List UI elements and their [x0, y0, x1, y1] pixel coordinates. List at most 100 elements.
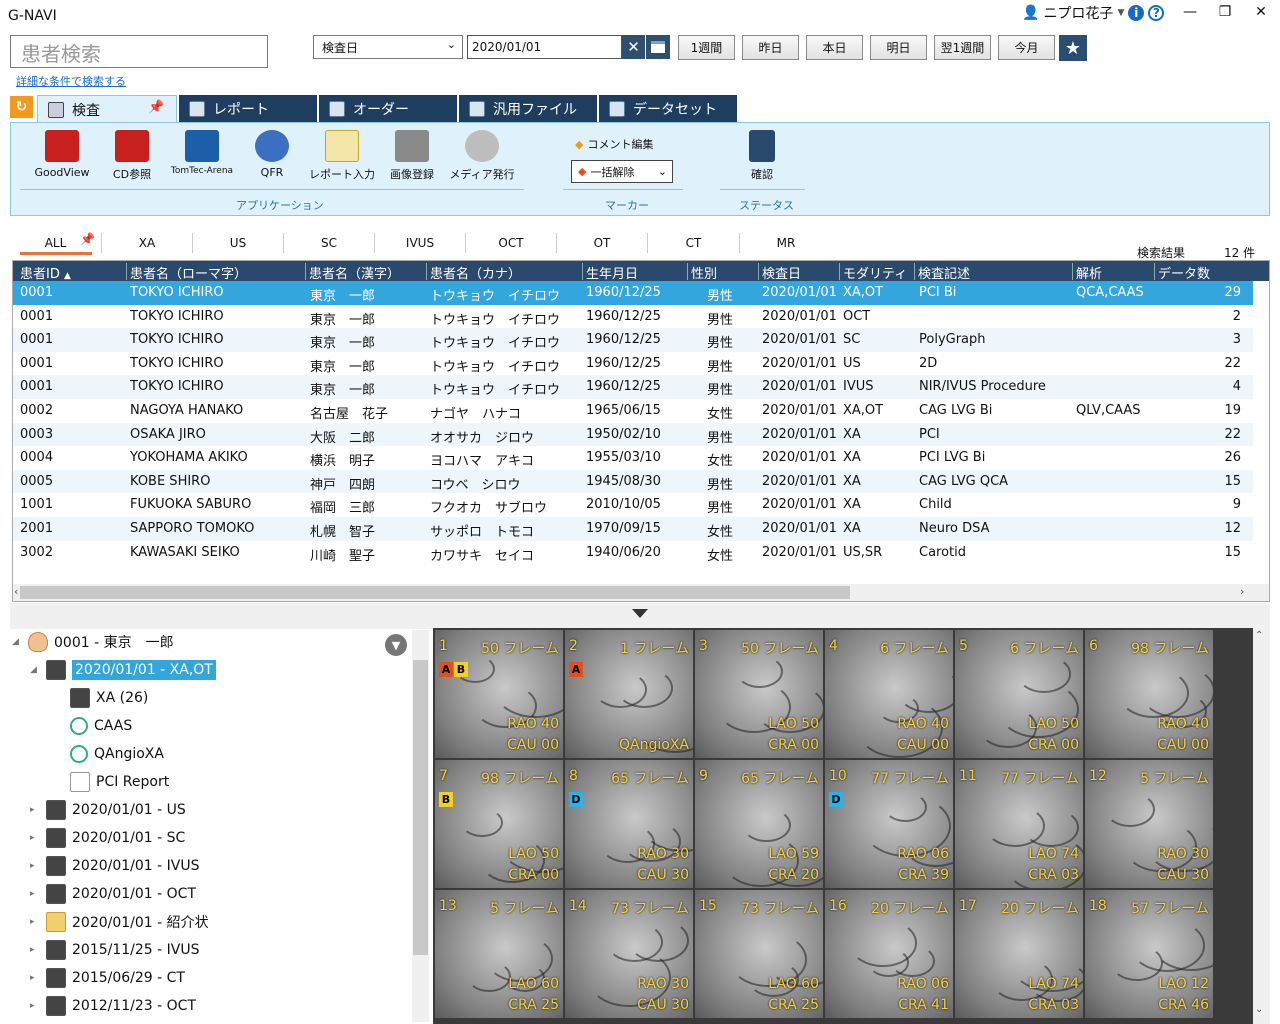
modality-tab-all[interactable]: ALL	[10, 233, 102, 253]
tomtec-button[interactable]: TomTec-Arena	[170, 130, 234, 184]
scrollbar-thumb[interactable]	[413, 660, 428, 955]
col-description[interactable]: 検査記述	[914, 263, 970, 282]
col-analysis[interactable]: 解析	[1072, 263, 1102, 282]
image-thumbnail[interactable]: 8 65 フレーム RAO 30 CAU 30 D	[565, 760, 693, 888]
col-modality[interactable]: モダリティ	[839, 263, 907, 282]
one-week-button[interactable]: 1週間	[678, 35, 735, 60]
cd-browse-button[interactable]: CD参照	[100, 130, 164, 184]
tab-report[interactable]: レポート	[179, 95, 317, 122]
table-row[interactable]: 0001 TOKYO ICHIRO 東京 一郎 トウキョウ イチロウ 1960/12/2…	[13, 352, 1253, 376]
goodview-button[interactable]: GoodView	[30, 130, 94, 184]
modality-tab-ivus[interactable]: IVUS	[375, 233, 466, 253]
calendar-button[interactable]	[646, 35, 670, 59]
restore-icon[interactable]: ❐	[1218, 4, 1232, 20]
scroll-right-icon[interactable]: ›	[1240, 585, 1245, 598]
modality-tab-ot[interactable]: OT	[557, 233, 648, 253]
scroll-left-icon[interactable]: ‹	[14, 585, 19, 598]
image-thumbnail[interactable]: 7 98 フレーム LAO 50 CRA 00 B	[435, 760, 563, 888]
this-month-button[interactable]: 今月	[998, 35, 1055, 60]
report-entry-button[interactable]: レポート入力	[309, 130, 375, 184]
tab-dataset[interactable]: データセット	[599, 95, 737, 122]
tree-node-caas[interactable]: CAAS	[70, 714, 132, 738]
image-thumbnail[interactable]: 2 1 フレーム QAngioXA A	[565, 630, 693, 758]
favorite-star-button[interactable]: ★	[1059, 35, 1087, 61]
pin-icon[interactable]: 📌	[80, 232, 95, 246]
table-row[interactable]: 0001 TOKYO ICHIRO 東京 一郎 トウキョウ イチロウ 1960/12/2…	[13, 305, 1253, 329]
tree-node-study[interactable]: ▸ 2020/01/01 - 紹介状	[30, 910, 209, 934]
yesterday-button[interactable]: 昨日	[742, 35, 799, 60]
scroll-up-icon[interactable]: ⌃	[1255, 630, 1264, 641]
collapse-arrow-icon[interactable]	[632, 609, 648, 618]
help-icon[interactable]: ?	[1148, 5, 1165, 21]
col-birthdate[interactable]: 生年月日	[582, 263, 638, 282]
tree-node-pci-report[interactable]: PCI Report	[70, 770, 169, 794]
image-thumbnail[interactable]: 11 77 フレーム LAO 74 CRA 03	[955, 760, 1083, 888]
confirm-button[interactable]: 確認	[730, 130, 794, 184]
tree-node-xa[interactable]: XA (26)	[70, 686, 148, 710]
col-data-count[interactable]: データ数	[1154, 263, 1210, 282]
comment-edit-button[interactable]: ◆ コメント編集	[575, 136, 653, 152]
image-thumbnail[interactable]: 5 6 フレーム LAO 50 CRA 00	[955, 630, 1083, 758]
advanced-search-link[interactable]: 詳細な条件で検索する	[16, 75, 126, 88]
table-row[interactable]: 3002 KAWASAKI SEIKO 川崎 聖子 カワサキ セイコ 1940/06/2…	[13, 541, 1253, 565]
tomorrow-button[interactable]: 明日	[870, 35, 927, 60]
tab-general-files[interactable]: 汎用ファイル	[459, 95, 597, 122]
patient-search-input[interactable]: 患者検索	[10, 35, 268, 68]
tree-node-study[interactable]: ▸ 2020/01/01 - SC	[30, 826, 185, 850]
tree-node-study[interactable]: ▸ 2020/01/01 - US	[30, 798, 186, 822]
scrollbar-thumb[interactable]	[20, 586, 850, 599]
next-week-button[interactable]: 翌1週間	[934, 35, 991, 60]
chevron-right-icon[interactable]: ▸	[30, 945, 35, 955]
modality-tab-ct[interactable]: CT	[648, 233, 740, 253]
tree-node-study[interactable]: ▸ 2020/01/01 - OCT	[30, 882, 196, 906]
tab-exam[interactable]: 検査	[37, 95, 177, 123]
modality-tab-sc[interactable]: SC	[284, 233, 375, 253]
table-row[interactable]: 0001 TOKYO ICHIRO 東京 一郎 トウキョウ イチロウ 1960/12/2…	[13, 328, 1253, 352]
image-thumbnail[interactable]: 6 98 フレーム RAO 40 CAU 00	[1085, 630, 1213, 758]
qfr-button[interactable]: QFR	[240, 130, 304, 184]
chevron-right-icon[interactable]: ▸	[30, 973, 35, 983]
minimize-icon[interactable]: —	[1183, 4, 1197, 20]
image-thumbnail[interactable]: 1 50 フレーム RAO 40 CAU 00 A B	[435, 630, 563, 758]
tree-node-study[interactable]: ▸ 2015/11/25 - IVUS	[30, 938, 199, 962]
col-sex[interactable]: 性別	[687, 263, 717, 282]
scroll-down-icon[interactable]: ⌄	[1255, 1004, 1264, 1015]
thumbnail-scrollbar[interactable]	[1253, 628, 1270, 1024]
chevron-down-icon[interactable]: ◢	[30, 665, 37, 675]
image-thumbnail[interactable]: 15 73 フレーム LAO 60 CRA 25	[695, 890, 823, 1018]
date-input[interactable]: 2020/01/01	[467, 35, 622, 59]
image-thumbnail[interactable]: 12 5 フレーム RAO 30 CAU 30	[1085, 760, 1213, 888]
tree-node-study[interactable]: ▸ 2015/06/29 - CT	[30, 966, 185, 990]
table-row[interactable]: 0002 NAGOYA HANAKO 名古屋 花子 ナゴヤ ハナコ 1965/06/15…	[13, 399, 1253, 423]
tree-node-qangioxa[interactable]: QAngioXA	[70, 742, 164, 766]
media-issue-button[interactable]: メディア発行	[449, 130, 515, 184]
col-patient-id[interactable]: 患者ID ▲	[17, 263, 71, 282]
collapse-all-icon[interactable]: ▼	[385, 634, 407, 656]
user-menu[interactable]: 👤 ニプロ花子 ▼ i ?	[1022, 2, 1165, 24]
image-thumbnail[interactable]: 9 65 フレーム LAO 59 CRA 20	[695, 760, 823, 888]
today-button[interactable]: 本日	[806, 35, 863, 60]
col-name-roman[interactable]: 患者名（ローマ字）	[126, 263, 247, 282]
image-thumbnail[interactable]: 18 57 フレーム LAO 12 CRA 46	[1085, 890, 1213, 1018]
chevron-right-icon[interactable]: ▸	[30, 861, 35, 871]
close-icon[interactable]: ✕	[1255, 4, 1267, 20]
image-register-button[interactable]: 画像登録	[380, 130, 444, 184]
chevron-down-icon[interactable]: ◢	[12, 637, 19, 647]
col-name-kanji[interactable]: 患者名（漢字）	[305, 263, 400, 282]
image-thumbnail[interactable]: 4 6 フレーム RAO 40 CAU 00	[825, 630, 953, 758]
chevron-right-icon[interactable]: ▸	[30, 1001, 35, 1011]
modality-tab-us[interactable]: US	[193, 233, 284, 253]
col-name-kana[interactable]: 患者名（カナ）	[426, 263, 521, 282]
table-row[interactable]: 0003 OSAKA JIRO 大阪 二郎 オオサカ ジロウ 1950/02/10 男性 2…	[13, 422, 1253, 447]
image-thumbnail[interactable]: 14 73 フレーム RAO 30 CAU 30	[565, 890, 693, 1018]
tree-node-study[interactable]: ▸ 2020/01/01 - IVUS	[30, 854, 199, 878]
modality-tab-mr[interactable]: MR	[776, 236, 796, 250]
table-row[interactable]: 0004 YOKOHAMA AKIKO 横浜 明子 ヨコハマ アキコ 1955/03/1…	[13, 446, 1253, 470]
col-exam-date[interactable]: 検査日	[758, 263, 801, 282]
tree-node-study[interactable]: ▸ 2012/11/23 - OCT	[30, 994, 196, 1018]
tree-node-study-selected[interactable]: ◢ 2020/01/01 - XA,OT	[30, 658, 216, 682]
table-row[interactable]: 0005 KOBE SHIRO 神戸 四朗 コウベ シロウ 1945/08/30 男性 20…	[13, 469, 1253, 494]
image-thumbnail[interactable]: 3 50 フレーム LAO 50 CRA 00	[695, 630, 823, 758]
pin-icon[interactable]: 📌	[148, 100, 165, 115]
image-thumbnail[interactable]: 10 77 フレーム RAO 06 CRA 39 D	[825, 760, 953, 888]
